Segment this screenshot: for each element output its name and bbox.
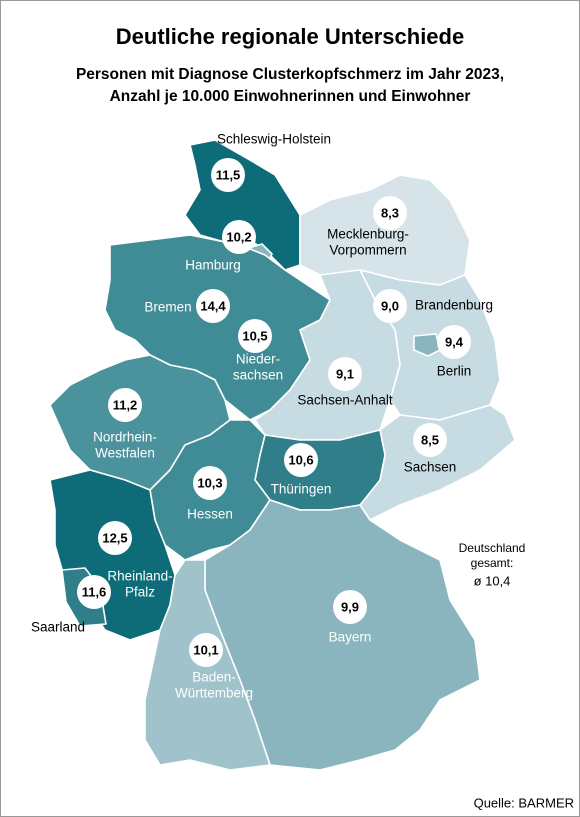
state-shape xyxy=(413,333,441,357)
state-name: Westfalen xyxy=(95,446,155,461)
state-value: 10,5 xyxy=(242,328,267,343)
state-name: Brandenburg xyxy=(415,298,493,313)
value-badge xyxy=(437,325,471,359)
state-value: 8,3 xyxy=(381,205,399,220)
value-badge xyxy=(333,590,367,624)
value-badge xyxy=(373,289,407,323)
state-value: 14,4 xyxy=(200,298,226,313)
value-badge xyxy=(373,196,407,230)
state-name: Hamburg xyxy=(185,258,241,273)
state-name: Hessen xyxy=(187,507,233,522)
total-value: ø 10,4 xyxy=(474,573,511,588)
title: Deutliche regionale Unterschiede xyxy=(116,24,464,49)
state-value: 8,5 xyxy=(421,432,439,447)
state-name: Schleswig-Holstein xyxy=(217,132,331,147)
value-badge xyxy=(328,357,362,391)
state-name: Sachsen-Anhalt xyxy=(297,393,393,408)
value-badge xyxy=(222,220,256,254)
state-value: 12,5 xyxy=(102,530,127,545)
state-shape xyxy=(254,429,386,511)
value-badge xyxy=(189,633,223,667)
value-badge xyxy=(77,575,111,609)
states xyxy=(49,139,516,771)
state-shape xyxy=(204,499,481,771)
value-badge xyxy=(211,158,245,192)
state-name: Mecklenburg- xyxy=(327,227,409,242)
state-value: 11,2 xyxy=(113,397,138,412)
subtitle: Personen mit Diagnose Clusterkopfschmerz… xyxy=(76,66,504,83)
state-name: Nieder- xyxy=(236,352,280,367)
state-value: 11,5 xyxy=(216,167,241,182)
state-name: Berlin xyxy=(437,364,472,379)
state-name: Bayern xyxy=(329,630,372,645)
state-value: 10,2 xyxy=(226,229,251,244)
value-badge xyxy=(196,289,230,323)
state-name: Saarland xyxy=(31,620,85,635)
value-badge xyxy=(98,521,132,555)
value-badge xyxy=(284,443,318,477)
state-value: 10,3 xyxy=(197,475,222,490)
source: Quelle: BARMER xyxy=(474,795,574,810)
state-value: 9,4 xyxy=(445,334,464,349)
state-value: 9,0 xyxy=(381,298,399,313)
state-name: sachsen xyxy=(233,368,283,383)
state-name: Vorpommern xyxy=(329,243,406,258)
value-badge xyxy=(413,423,447,457)
total-label: Deutschland xyxy=(459,541,526,555)
value-badge xyxy=(108,388,142,422)
state-name: Pfalz xyxy=(125,585,155,600)
state-value: 9,1 xyxy=(336,366,354,381)
state-name: Nordrhein- xyxy=(93,430,157,445)
state-name: Bremen xyxy=(144,300,191,315)
state-name: Baden- xyxy=(192,670,236,685)
state-value: 9,9 xyxy=(341,599,359,614)
state-name: Thüringen xyxy=(271,482,332,497)
state-name: Sachsen xyxy=(404,460,457,475)
labels: 11,5 Schleswig-Holstein 10,2 Hamburg 8,3 Meck… xyxy=(31,132,493,701)
value-badge xyxy=(193,466,227,500)
state-value: 10,1 xyxy=(193,642,218,657)
state-name: Rheinland- xyxy=(107,569,172,584)
value-badge xyxy=(238,319,272,353)
state-value: 11,6 xyxy=(82,584,107,599)
state-value: 10,6 xyxy=(288,452,313,467)
state-name: Württemberg xyxy=(175,686,253,701)
subtitle: Anzahl je 10.000 Einwohnerinnen und Einw… xyxy=(110,88,471,105)
total-label: gesamt: xyxy=(471,556,514,570)
